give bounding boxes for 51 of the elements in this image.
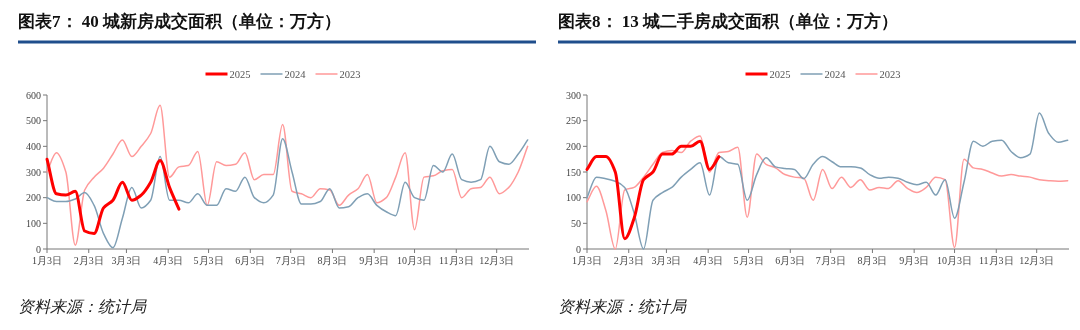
- y-tick-label: 500: [26, 115, 41, 127]
- y-tick-label: 600: [26, 89, 41, 101]
- x-tick-label: 12月3日: [479, 255, 515, 266]
- legend-label: 2025: [769, 69, 791, 80]
- x-tick-label: 6月3日: [235, 255, 266, 266]
- legend-label: 2023: [879, 69, 901, 80]
- x-tick-label: 12月3日: [1019, 255, 1055, 266]
- x-tick-label: 5月3日: [193, 255, 224, 266]
- y-tick-label: 50: [571, 217, 581, 229]
- y-tick-label: 200: [26, 192, 41, 204]
- text: 资料来源：统计局: [558, 298, 687, 315]
- text: 资料来源：统计局: [18, 298, 147, 315]
- legend-label: 2025: [229, 69, 251, 80]
- x-tick-label: 1月3日: [32, 255, 62, 266]
- y-tick-label: 150: [566, 166, 581, 178]
- legend-label: 2023: [339, 69, 361, 80]
- y-tick-label: 300: [566, 89, 581, 101]
- x-tick-label: 3月3日: [111, 255, 142, 266]
- x-tick-label: 8月3日: [317, 255, 348, 266]
- x-tick-label: 11月3日: [438, 255, 474, 266]
- x-tick-label: 2月3日: [73, 255, 104, 266]
- x-tick-label: 1月3日: [572, 255, 602, 266]
- legend-label: 2024: [824, 69, 847, 80]
- y-tick-label: 100: [26, 217, 41, 229]
- x-tick-label: 4月3日: [693, 255, 724, 266]
- x-tick-label: 5月3日: [733, 255, 764, 266]
- y-tick-label: 300: [26, 166, 41, 178]
- x-tick-label: 11月3日: [978, 255, 1014, 266]
- y-tick-label: 0: [36, 243, 41, 255]
- x-tick-label: 4月3日: [153, 255, 184, 266]
- x-tick-label: 7月3日: [275, 255, 306, 266]
- line-series: [46, 104, 529, 246]
- y-tick-label: 250: [566, 115, 581, 127]
- x-tick-label: 2月3日: [613, 255, 644, 266]
- x-tick-label: 9月3日: [359, 255, 390, 266]
- x-tick-label: 10月3日: [397, 255, 433, 266]
- y-tick-label: 100: [566, 192, 581, 204]
- x-tick-label: 7月3日: [815, 255, 846, 266]
- x-tick-label: 8月3日: [857, 255, 888, 266]
- line-series: [45, 157, 181, 236]
- x-tick-label: 3月3日: [651, 255, 682, 266]
- legend-label: 2024: [284, 69, 307, 80]
- chart-title: 图表7： 40 城新房成交面积（单位：万方）: [18, 12, 341, 31]
- y-tick-label: 400: [26, 140, 41, 152]
- x-tick-label: 9月3日: [899, 255, 930, 266]
- chart-title: 图表8： 13 城二手房成交面积（单位：万方）: [558, 12, 898, 31]
- y-tick-label: 200: [566, 140, 581, 152]
- line-series: [585, 139, 721, 241]
- x-tick-label: 6月3日: [775, 255, 806, 266]
- x-tick-label: 10月3日: [937, 255, 973, 266]
- y-tick-label: 0: [576, 243, 581, 255]
